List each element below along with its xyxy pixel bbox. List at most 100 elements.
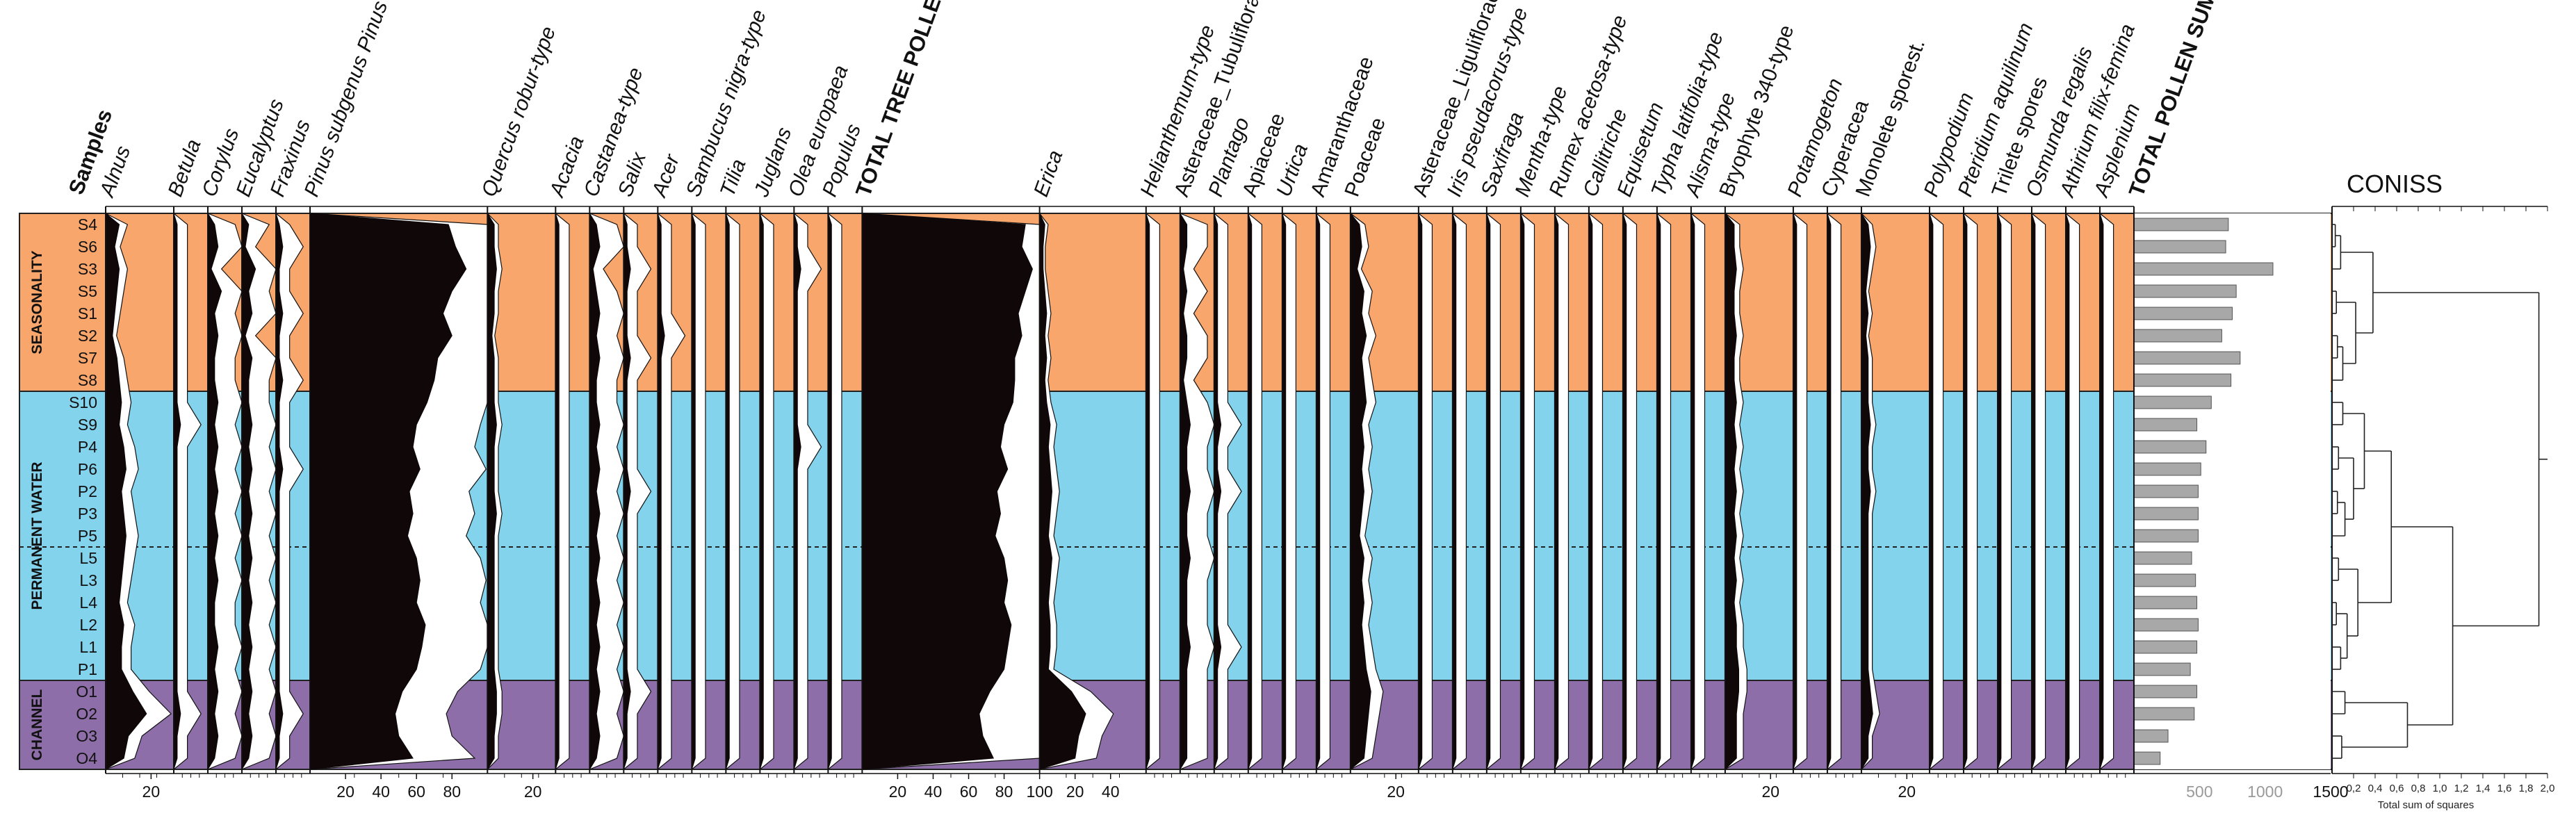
taxon-label: Tilia: [716, 156, 751, 200]
coniss-title: CONISS: [2347, 170, 2443, 198]
abundance-curve: [1282, 213, 1287, 770]
sample-label: P6: [78, 460, 97, 478]
abundance-curve: [793, 213, 801, 770]
abundance-curve: [1929, 213, 1934, 770]
abundance-curve: [1418, 213, 1423, 770]
pollen-sum-bar: [2133, 551, 2192, 565]
abundance-curve: [1656, 213, 1661, 770]
abundance-curve: [827, 213, 832, 770]
pollen-sum-bar: [2133, 462, 2201, 476]
coniss-tick-label: 1,6: [2497, 783, 2512, 794]
taxon-label: Acer: [647, 151, 684, 201]
pollen-sum-bar: [2133, 240, 2226, 254]
sample-label: O2: [76, 705, 97, 723]
abundance-curve: [1316, 213, 1321, 770]
sample-label: S9: [78, 416, 97, 434]
sample-label: O4: [76, 749, 97, 767]
taxon-label: TOTAL TREE POLLEN: [851, 0, 951, 199]
abundance-curve: [1554, 213, 1559, 770]
abundance-curve: [1214, 213, 1222, 770]
taxon-panel: Betula: [164, 136, 209, 778]
sample-label: L4: [79, 594, 97, 612]
pollen-sum-bar: [2133, 218, 2229, 231]
abundance-curve: [241, 212, 256, 771]
taxon-panel: Tilia: [716, 156, 760, 778]
taxon-label: Quercus robur-type: [478, 24, 560, 200]
tick-label: 80: [443, 783, 461, 801]
taxon-label: Erica: [1029, 147, 1067, 200]
abundance-curve: [861, 213, 1033, 770]
sample-label: P5: [78, 527, 97, 545]
abundance-curve: [691, 213, 696, 770]
exaggeration-curve: [207, 213, 243, 770]
coniss-tick-label: 1,0: [2433, 783, 2447, 794]
abundance-curve: [1350, 212, 1371, 771]
pollen-sum-bar: [2133, 596, 2198, 610]
coniss-tick-label: 0,4: [2368, 783, 2383, 794]
sample-label: L1: [79, 638, 97, 656]
abundance-curve: [657, 213, 665, 770]
tick-label: 40: [1102, 783, 1120, 801]
exaggeration-curve: [793, 212, 822, 771]
coniss-xlabel: Total sum of squares: [2378, 799, 2474, 811]
abundance-curve: [1588, 213, 1593, 770]
pollen-sum-bar: [2133, 729, 2169, 743]
coniss-tick-label: 1,4: [2476, 783, 2491, 794]
pollen-sum-bar: [2133, 262, 2274, 276]
coniss-dendrogram: 0,2 0,4 0,6 0,8 1,0 1,2 1,4 1,6 1,8 2,0 Total sum …: [2331, 170, 2555, 811]
sample-labels: S4 S6 S3 S5 S1 S2 S7 S8 S10 S9 P4 P6 P2 P3 P5 L5 L3 L4 L2 L…: [69, 215, 97, 767]
tick-label: 40: [372, 783, 390, 801]
tick-label: 1500: [2313, 783, 2348, 801]
taxon-panel: Salix: [614, 149, 658, 778]
pollen-sum-bar: [2133, 507, 2199, 521]
pollen-sum-bar: [2133, 395, 2212, 409]
pollen-sum-bar: [2133, 329, 2222, 343]
tick-label: 60: [960, 783, 978, 801]
abundance-curve: [1827, 213, 1832, 770]
sample-label: P3: [78, 505, 97, 523]
sample-label: S1: [78, 304, 97, 322]
pollen-sum-bar: [2133, 351, 2241, 365]
sample-label: S4: [78, 215, 97, 234]
coniss-tick-label: 2,0: [2541, 783, 2555, 794]
tick-label: 20: [1387, 783, 1405, 801]
coniss-tick-label: 0,6: [2390, 783, 2404, 794]
sample-label: P1: [78, 660, 97, 678]
tick-label: 100: [1026, 783, 1052, 801]
pollen-sum-bar: [2133, 640, 2198, 654]
abundance-curve: [725, 213, 730, 770]
sample-label: L2: [79, 616, 97, 634]
abundance-curve: [1180, 212, 1191, 771]
tick-label: 20: [1066, 783, 1084, 801]
taxon-panel: Populus: [818, 121, 865, 778]
abundance-curve: [1997, 213, 2002, 770]
exaggeration-curve: [657, 212, 686, 771]
abundance-curve: [1452, 213, 1457, 770]
pollen-sum-bar: [2133, 529, 2199, 543]
abundance-curve: [173, 213, 181, 770]
pollen-sum-bar: [2133, 418, 2198, 432]
tick-label: 20: [1898, 783, 1916, 801]
abundance-curve: [1690, 213, 1695, 770]
abundance-curve: [275, 213, 284, 770]
abundance-curve: [2031, 213, 2036, 770]
sample-label: S10: [69, 393, 97, 411]
taxon-panel: 20 40 60 80 Pinus subgenus Pinus: [300, 0, 488, 801]
abundance-curve: [1520, 213, 1525, 770]
tick-label: 20: [889, 783, 907, 801]
sample-label: S5: [78, 282, 97, 300]
coniss-tick-label: 1,8: [2519, 783, 2534, 794]
taxon-panel: 20 40 60 80 100 TOTAL TREE POLLEN: [851, 0, 1053, 801]
tick-label: 1000: [2247, 783, 2283, 801]
abundance-curve: [1622, 213, 1627, 770]
zone-label: CHANNEL: [29, 689, 45, 761]
abundance-curve: [2099, 213, 2104, 770]
sample-label: S7: [78, 349, 97, 367]
pollen-sum-bar: [2133, 751, 2161, 765]
pollen-sum-bar: [2133, 685, 2198, 698]
tick-label: 20: [142, 783, 161, 801]
abundance-curve: [487, 212, 497, 771]
